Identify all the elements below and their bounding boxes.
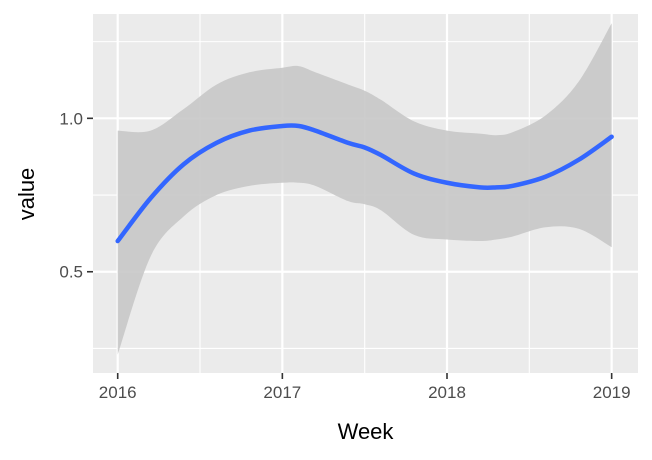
- series-layer: [115, 23, 614, 355]
- x-tick-label: 2016: [99, 383, 137, 402]
- y-axis-title: value: [14, 168, 39, 221]
- x-axis-title: Week: [338, 419, 395, 444]
- confidence-ribbon: [117, 23, 612, 355]
- smooth-line: [115, 123, 614, 244]
- x-axis: 2016 2017 2018 2019: [99, 373, 631, 402]
- x-tick-label: 2019: [593, 383, 631, 402]
- x-tick-label: 2018: [428, 383, 466, 402]
- y-tick-label: 0.5: [59, 263, 83, 282]
- x-tick-label: 2017: [263, 383, 301, 402]
- y-tick-label: 1.0: [59, 109, 83, 128]
- y-axis: 0.5 1.0: [59, 109, 93, 282]
